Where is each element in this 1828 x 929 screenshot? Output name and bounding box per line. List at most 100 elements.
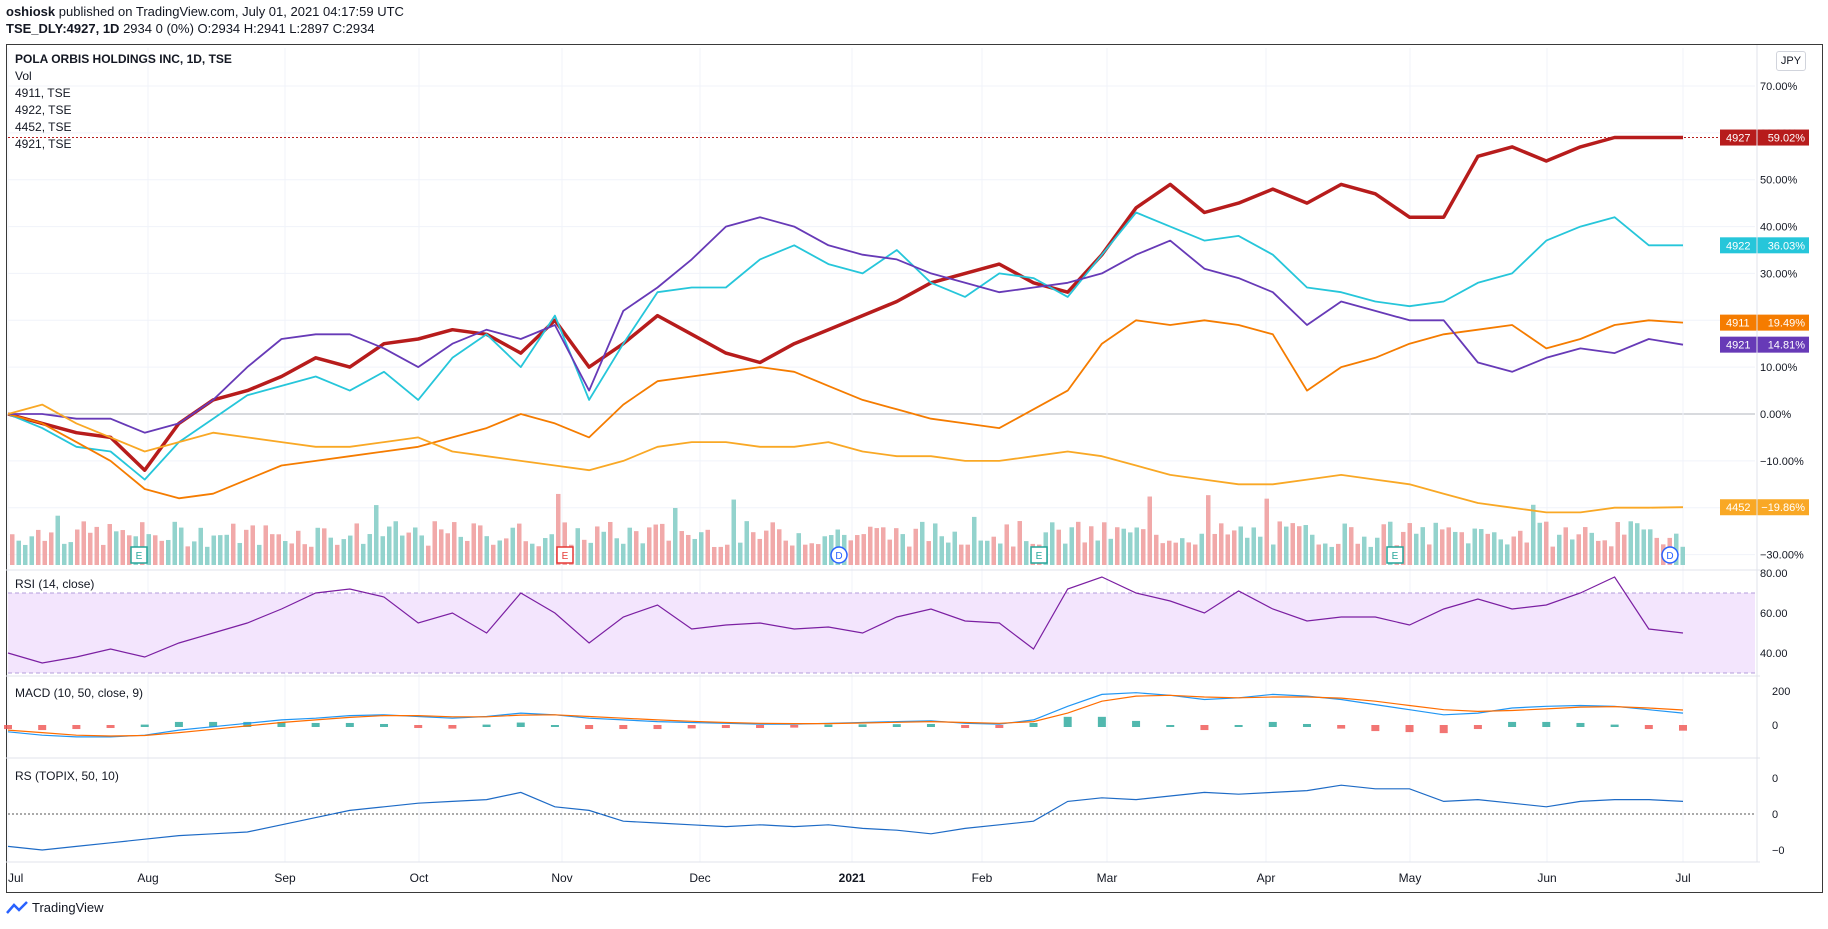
volume-bar [127, 535, 132, 565]
volume-bar [1271, 544, 1276, 565]
volume-bar [484, 536, 489, 565]
volume-bar [1303, 525, 1308, 565]
volume-bar [1050, 522, 1055, 565]
volume-bar [1433, 522, 1438, 565]
legend-compare-3: 4452, TSE [15, 120, 72, 134]
volume-bar [725, 544, 730, 565]
volume-bar [1180, 538, 1185, 565]
price-tag-value: 59.02% [1768, 133, 1806, 145]
volume-bar [348, 535, 353, 565]
volume-bar [29, 536, 34, 565]
macd-histogram-bar [243, 721, 252, 727]
volume-bar [731, 499, 736, 565]
volume-bar [244, 529, 249, 565]
x-axis-label: Aug [137, 871, 158, 885]
macd-histogram-bar [380, 723, 389, 727]
volume-bar [1563, 527, 1568, 565]
volume-bar [1173, 542, 1178, 565]
macd-histogram-bar [414, 725, 423, 729]
legend-compare-2: 4922, TSE [15, 103, 72, 117]
macd-histogram-bar [72, 725, 81, 730]
x-axis-label: Jul [1675, 871, 1690, 885]
volume-bar [1082, 542, 1087, 565]
volume-bar [809, 543, 814, 565]
x-axis-label: Jul [8, 871, 23, 885]
price-tag-4922 [1720, 237, 1809, 254]
volume-bar [1511, 536, 1516, 565]
volume-bar [1414, 533, 1419, 565]
price-tag-symbol: 4922 [1726, 240, 1750, 252]
volume-bar [1654, 537, 1659, 565]
x-axis-label: Sep [274, 871, 296, 885]
volume-bar [166, 539, 171, 565]
volume-bar [400, 535, 405, 565]
volume-bar [1186, 542, 1191, 565]
volume-bar [478, 525, 483, 565]
volume-bar [1076, 521, 1081, 565]
volume-bar [549, 534, 554, 565]
volume-bar [231, 523, 236, 565]
macd-histogram-bar [1166, 725, 1175, 727]
footer-brand[interactable]: TradingView [32, 900, 104, 915]
volume-bar [1141, 529, 1146, 565]
volume-bar [933, 523, 938, 565]
volume-bar [354, 523, 359, 565]
macd-histogram-bar [892, 724, 901, 727]
volume-bar [1258, 536, 1263, 565]
volume-bar [289, 543, 294, 565]
currency-button[interactable]: JPY [1776, 51, 1806, 71]
volume-bar [1284, 526, 1289, 565]
volume-bar [562, 522, 567, 565]
volume-bar [16, 540, 21, 565]
volume-bar [1277, 521, 1282, 565]
volume-bar [1355, 543, 1360, 565]
publisher-name[interactable]: oshiosk [6, 4, 56, 19]
volume-bar [1368, 546, 1373, 565]
volume-bar [283, 541, 288, 565]
price-tag-4911 [1720, 314, 1809, 331]
volume-bar [75, 529, 80, 565]
volume-bar [1004, 524, 1009, 565]
volume-bar [1583, 527, 1588, 565]
volume-bar [1115, 527, 1120, 565]
volume-bar [991, 536, 996, 565]
volume-bar [517, 523, 522, 565]
volume-bar [1310, 534, 1315, 565]
volume-bar [705, 529, 710, 565]
volume-bar [803, 544, 808, 565]
macd-histogram-bar [756, 725, 765, 729]
volume-bar [946, 542, 951, 565]
volume-bar [1459, 532, 1464, 565]
event-marker-label: E [136, 551, 143, 562]
volume-bar [900, 534, 905, 565]
volume-bar [959, 544, 964, 565]
dividend-marker [1661, 546, 1679, 564]
macd-axis-label: 200 [1772, 686, 1790, 698]
volume-bar [1375, 537, 1380, 565]
ohlc-text: 2934 0 (0%) O:2934 H:2941 L:2897 C:2934 [123, 21, 375, 36]
volume-bar [211, 535, 216, 565]
volume-bar [777, 529, 782, 565]
volume-bar [1505, 544, 1510, 565]
volume-bar [1622, 534, 1627, 565]
volume-bar [439, 529, 444, 565]
macd-histogram-bar [1439, 725, 1448, 734]
volume-bar [1225, 534, 1230, 565]
price-tag-symbol: 4927 [1726, 133, 1750, 145]
volume-bar [582, 539, 587, 565]
y-axis-label: 10.00% [1760, 362, 1798, 374]
volume-bar [536, 546, 541, 565]
x-axis-label: Jun [1537, 871, 1556, 885]
volume-bar [62, 543, 67, 565]
macd-histogram-bar [1679, 725, 1687, 731]
volume-bar [315, 527, 320, 565]
volume-bar [445, 533, 450, 565]
published-text: published on TradingView.com, July 01, 2… [58, 4, 404, 19]
volume-bar [1297, 526, 1302, 565]
macd-histogram-bar [1576, 722, 1585, 727]
volume-bar [107, 524, 112, 565]
rs-line [7, 784, 1684, 851]
symbol-text: TSE_DLY:4927, 1D [6, 21, 120, 36]
volume-bar [1485, 533, 1490, 565]
